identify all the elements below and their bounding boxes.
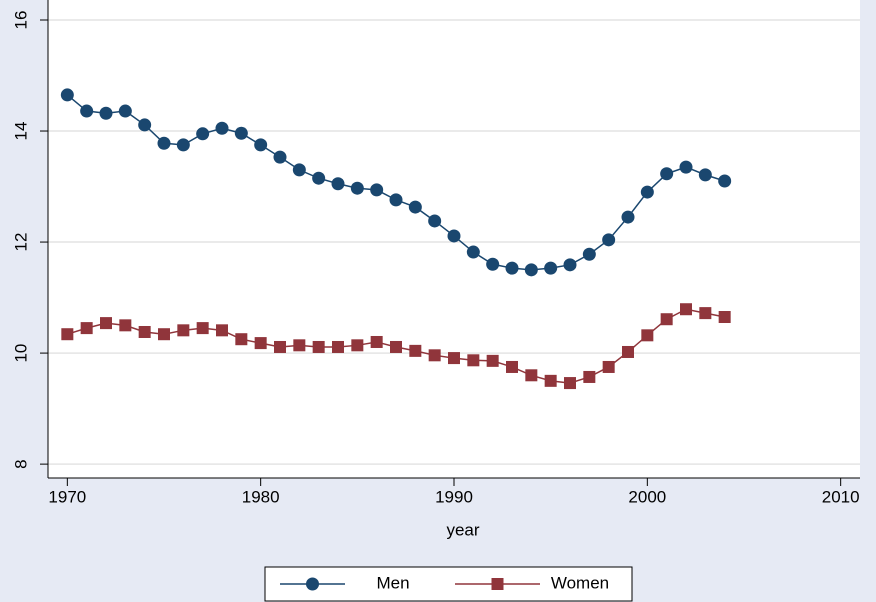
legend-marker (306, 577, 319, 591)
marker (176, 138, 190, 152)
marker (602, 233, 616, 247)
marker (699, 307, 712, 320)
marker (119, 319, 132, 332)
x-tick-label: 2010 (822, 487, 860, 506)
y-tick-label: 16 (11, 11, 30, 30)
marker (60, 88, 74, 102)
marker (61, 328, 74, 341)
marker (390, 340, 402, 353)
marker (80, 322, 93, 335)
marker (196, 322, 209, 335)
marker (158, 328, 170, 341)
y-tick-label: 12 (11, 233, 30, 252)
marker (428, 214, 442, 228)
marker (583, 370, 596, 383)
x-tick-label: 2000 (628, 487, 666, 506)
marker (506, 360, 518, 373)
marker (118, 104, 132, 118)
y-tick-label: 10 (11, 344, 30, 363)
marker (389, 193, 403, 207)
marker (273, 150, 287, 164)
marker (622, 345, 634, 358)
legend-label: Men (376, 573, 409, 592)
marker (466, 245, 480, 259)
marker (293, 339, 306, 352)
x-axis-label: year (446, 520, 479, 539)
marker (448, 352, 460, 365)
marker (157, 136, 171, 150)
marker (582, 247, 596, 261)
legend-marker (491, 578, 504, 590)
marker (680, 303, 692, 316)
marker (660, 167, 674, 181)
marker (544, 261, 558, 275)
marker (602, 360, 615, 373)
marker (274, 340, 286, 353)
marker (641, 329, 654, 342)
x-tick-label: 1980 (242, 487, 280, 506)
marker (332, 340, 344, 353)
marker (524, 263, 538, 277)
marker (215, 121, 229, 135)
marker (428, 349, 441, 362)
marker (99, 106, 113, 120)
y-tick-label: 8 (11, 459, 30, 468)
marker (698, 168, 712, 182)
marker (505, 261, 519, 275)
marker (621, 210, 635, 224)
marker (254, 337, 267, 350)
marker (254, 138, 268, 152)
x-tick-label: 1970 (48, 487, 86, 506)
marker (138, 325, 151, 338)
marker (486, 257, 500, 271)
y-tick-label: 14 (11, 122, 30, 141)
marker (351, 339, 364, 352)
x-tick-label: 1990 (435, 487, 473, 506)
marker (447, 229, 461, 243)
legend-label: Women (551, 573, 609, 592)
marker (80, 104, 94, 118)
marker (370, 183, 384, 197)
marker (640, 185, 654, 199)
marker (408, 200, 422, 214)
marker (718, 174, 732, 188)
marker (331, 177, 345, 191)
marker (196, 127, 210, 141)
marker (312, 340, 325, 353)
marker (216, 324, 228, 337)
marker (350, 181, 364, 195)
marker (409, 344, 422, 357)
marker (486, 354, 499, 367)
marker (370, 335, 383, 348)
marker (467, 354, 480, 367)
marker (660, 313, 673, 326)
marker (235, 333, 248, 346)
marker (177, 324, 190, 337)
marker (312, 171, 326, 185)
marker (100, 317, 112, 330)
marker (292, 163, 306, 177)
marker (564, 377, 576, 390)
marker (234, 126, 248, 140)
marker (679, 160, 693, 174)
marker (138, 118, 152, 132)
marker (525, 369, 538, 382)
marker (718, 311, 731, 324)
marker (563, 258, 577, 272)
marker (544, 374, 557, 387)
